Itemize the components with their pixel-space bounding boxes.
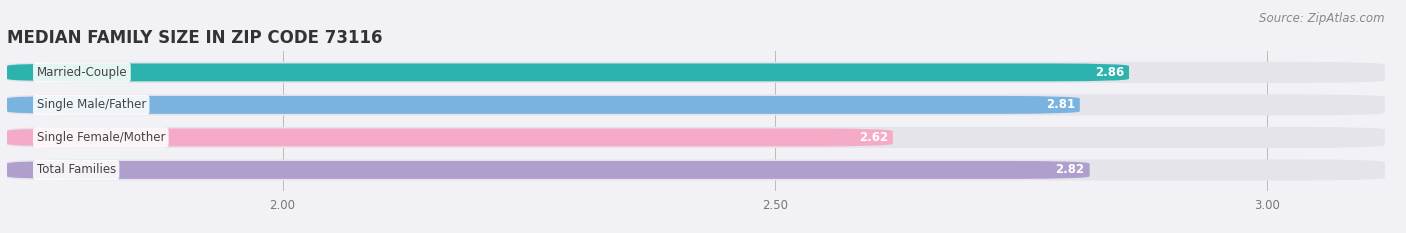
Text: Married-Couple: Married-Couple (37, 66, 127, 79)
Text: MEDIAN FAMILY SIZE IN ZIP CODE 73116: MEDIAN FAMILY SIZE IN ZIP CODE 73116 (7, 29, 382, 47)
FancyBboxPatch shape (7, 159, 1385, 181)
FancyBboxPatch shape (7, 96, 1080, 114)
FancyBboxPatch shape (7, 62, 1385, 83)
FancyBboxPatch shape (7, 63, 1129, 81)
FancyBboxPatch shape (7, 127, 1385, 148)
Text: Single Female/Mother: Single Female/Mother (37, 131, 165, 144)
Text: 2.81: 2.81 (1046, 98, 1076, 111)
Text: Single Male/Father: Single Male/Father (37, 98, 146, 111)
FancyBboxPatch shape (7, 94, 1385, 116)
Text: Source: ZipAtlas.com: Source: ZipAtlas.com (1260, 12, 1385, 25)
Text: Total Families: Total Families (37, 163, 115, 176)
FancyBboxPatch shape (7, 161, 1090, 179)
Text: 2.86: 2.86 (1095, 66, 1123, 79)
Text: 2.82: 2.82 (1056, 163, 1084, 176)
Text: 2.62: 2.62 (859, 131, 889, 144)
FancyBboxPatch shape (7, 128, 893, 146)
